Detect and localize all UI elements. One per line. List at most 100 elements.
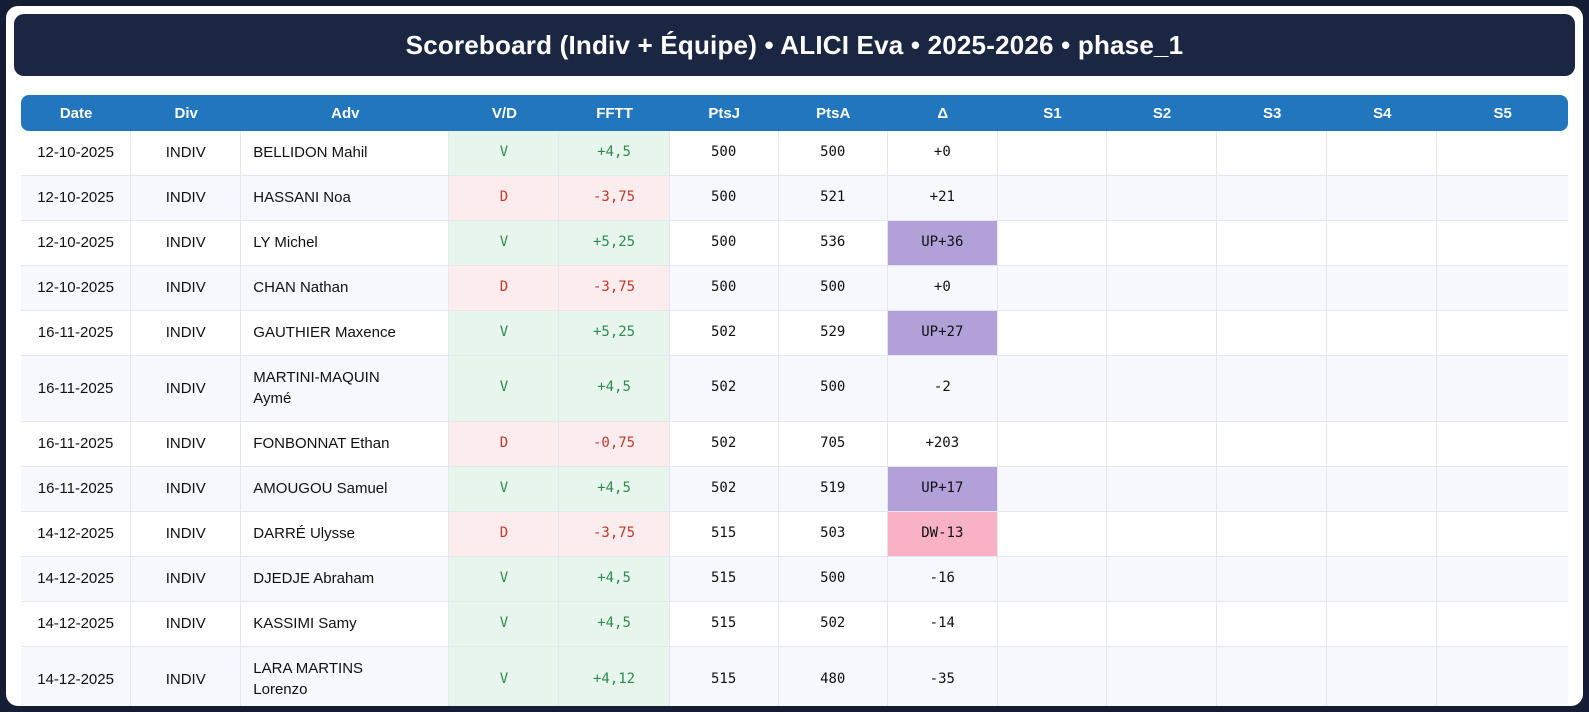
cell-date: 14-12-2025 <box>21 511 132 557</box>
cell-s1 <box>997 601 1107 647</box>
cell-s3 <box>1217 355 1328 423</box>
table-row: 16-11-2025 INDIV FONBONNAT Ethan D -0,75 502 7… <box>21 422 1568 467</box>
cell-s5 <box>1437 422 1568 467</box>
cell-date: 12-10-2025 <box>21 220 132 266</box>
table-row: 14-12-2025 INDIV LARA MARTINS Lorenzo V +4,1… <box>21 646 1568 706</box>
table-row: 14-12-2025 INDIV DJEDJE Abraham V +4,5 515 500… <box>21 556 1568 602</box>
cell-s5 <box>1437 647 1568 706</box>
opponent-name: BELLIDON Mahil <box>253 144 368 162</box>
cell-s1 <box>997 466 1107 512</box>
cell-date: 16-11-2025 <box>21 310 132 356</box>
cell-adv: GAUTHIER Maxence <box>241 310 450 356</box>
cell-vd: V <box>449 355 560 423</box>
opponent-name: MARTINI-MAQUIN Aymé <box>253 368 380 408</box>
cell-s4 <box>1327 511 1438 557</box>
cell-ptsa: 536 <box>778 220 888 266</box>
cell-ptsj: 515 <box>669 601 779 647</box>
cell-delta: DW-13 <box>887 511 998 557</box>
cell-delta: -2 <box>887 355 998 423</box>
column-header-adv: Adv <box>241 95 450 131</box>
cell-fftt: -0,75 <box>559 422 670 467</box>
cell-fftt: -3,75 <box>559 265 670 311</box>
cell-adv: LARA MARTINS Lorenzo <box>241 646 450 706</box>
cell-s5 <box>1437 512 1568 557</box>
cell-fftt: +5,25 <box>559 310 670 356</box>
cell-s4 <box>1327 175 1438 221</box>
cell-delta: UP+17 <box>887 466 998 512</box>
cell-ptsa: 529 <box>778 310 888 356</box>
cell-vd: V <box>449 556 560 602</box>
cell-s3 <box>1217 265 1328 311</box>
cell-vd: V <box>449 220 560 266</box>
opponent-name: AMOUGOU Samuel <box>253 480 388 498</box>
cell-delta: +21 <box>887 175 998 221</box>
opponent-name: LARA MARTINS Lorenzo <box>253 659 364 699</box>
cell-vd: V <box>449 466 560 512</box>
opponent-name: FONBONNAT Ethan <box>253 435 390 453</box>
cell-date: 12-10-2025 <box>21 175 132 221</box>
cell-div: INDIV <box>131 355 242 423</box>
cell-fftt: +4,5 <box>559 131 670 176</box>
cell-s4 <box>1327 646 1438 706</box>
cell-adv: LY Michel <box>241 220 450 266</box>
cell-s2 <box>1106 131 1218 176</box>
cell-ptsj: 500 <box>669 265 779 311</box>
column-header-fftt: FFTT <box>559 95 670 131</box>
page-title: Scoreboard (Indiv + Équipe) • ALICI Eva … <box>14 14 1575 76</box>
cell-date: 12-10-2025 <box>21 131 132 176</box>
cell-s4 <box>1327 220 1438 266</box>
cell-s1 <box>997 220 1107 266</box>
cell-s2 <box>1106 556 1218 602</box>
cell-div: INDIV <box>131 131 242 176</box>
table-row: 12-10-2025 INDIV BELLIDON Mahil V +4,5 500 500… <box>21 131 1568 176</box>
cell-ptsa: 503 <box>778 511 888 557</box>
cell-s4 <box>1327 466 1438 512</box>
opponent-name: LY Michel <box>253 233 318 251</box>
cell-s4 <box>1327 310 1438 356</box>
cell-s3 <box>1217 511 1328 557</box>
cell-s5 <box>1437 266 1568 311</box>
cell-fftt: -3,75 <box>559 175 670 221</box>
cell-s5 <box>1437 356 1568 423</box>
cell-s2 <box>1107 646 1218 706</box>
cell-adv: BELLIDON Mahil <box>241 131 450 176</box>
cell-s3 <box>1217 556 1328 602</box>
cell-s5 <box>1437 467 1568 512</box>
column-header-delta: Δ <box>887 95 998 131</box>
opponent-name: GAUTHIER Maxence <box>253 323 396 341</box>
cell-s2 <box>1106 175 1218 221</box>
cell-ptsj: 515 <box>669 556 779 602</box>
cell-s3 <box>1217 131 1328 176</box>
cell-ptsa: 502 <box>778 601 888 647</box>
cell-div: INDIV <box>131 220 242 266</box>
cell-fftt: -3,75 <box>559 511 670 557</box>
cell-div: INDIV <box>131 556 242 602</box>
cell-fftt: +4,5 <box>559 355 670 423</box>
table-row: 14-12-2025 INDIV KASSIMI Samy V +4,5 515 502 -1… <box>21 601 1568 647</box>
cell-s3 <box>1217 601 1328 647</box>
table-row: 12-10-2025 INDIV CHAN Nathan D -3,75 500 500 +0 <box>21 265 1568 311</box>
column-header-s2: S2 <box>1106 95 1218 131</box>
cell-div: INDIV <box>131 646 242 706</box>
column-header-s3: S3 <box>1217 95 1328 131</box>
column-header-ptsj: PtsJ <box>669 95 779 131</box>
cell-ptsj: 515 <box>670 646 779 706</box>
cell-s2 <box>1106 466 1218 512</box>
cell-fftt: +4,5 <box>559 556 670 602</box>
cell-date: 16-11-2025 <box>21 466 132 512</box>
cell-s3 <box>1217 220 1328 266</box>
cell-adv: FONBONNAT Ethan <box>241 422 450 467</box>
cell-ptsa: 500 <box>778 355 888 423</box>
cell-adv: AMOUGOU Samuel <box>241 466 450 512</box>
table-row: 14-12-2025 INDIV DARRÉ Ulysse D -3,75 515 503 D… <box>21 511 1568 557</box>
cell-ptsa: 500 <box>778 131 888 176</box>
cell-s3 <box>1217 466 1328 512</box>
cell-s4 <box>1327 601 1438 647</box>
cell-adv: HASSANI Noa <box>241 175 450 221</box>
cell-ptsj: 502 <box>669 355 779 423</box>
column-header-s5: S5 <box>1437 95 1568 131</box>
cell-ptsa: 500 <box>778 265 888 311</box>
table-row: 16-11-2025 INDIV GAUTHIER Maxence V +5,25 502… <box>21 310 1568 356</box>
table-body: 12-10-2025 INDIV BELLIDON Mahil V +4,5 500 500… <box>21 131 1568 706</box>
cell-date: 14-12-2025 <box>21 556 132 602</box>
